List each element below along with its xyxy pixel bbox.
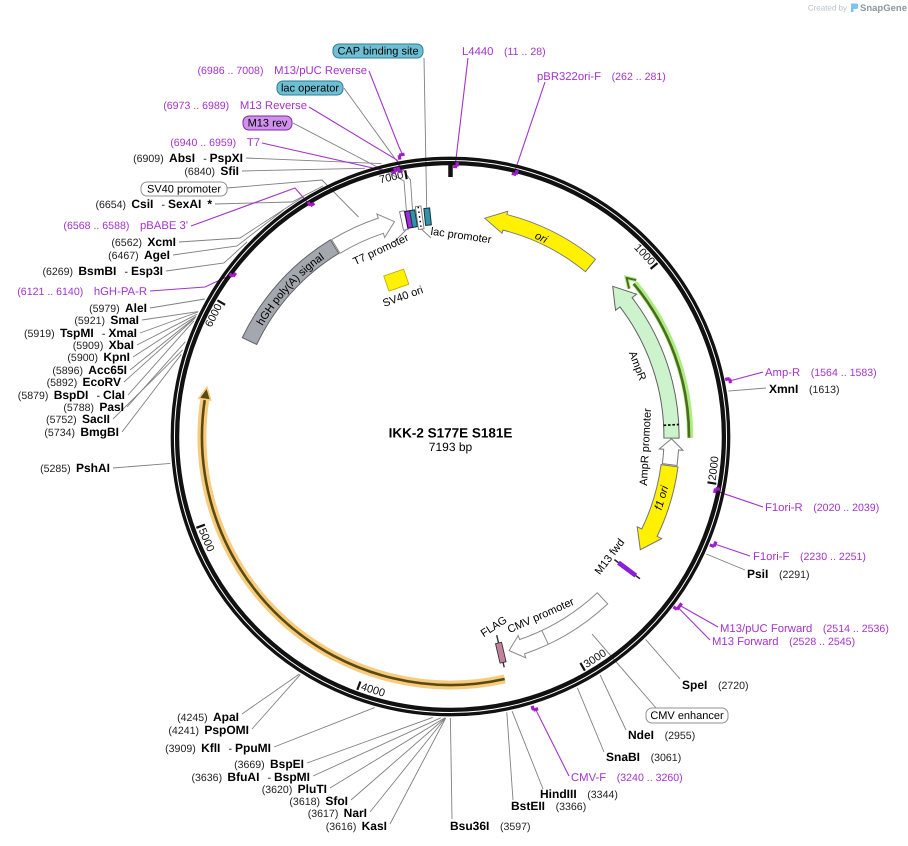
svg-text:Bsu36I (3597): Bsu36I (3597) <box>450 819 531 833</box>
svg-text:(6840) SfiI: (6840) SfiI <box>184 164 239 178</box>
svg-text:(6986 .. 7008) M13/pUC Revers: (6986 .. 7008) M13/pUC Reverse <box>198 65 367 77</box>
svg-text:CMV enhancer: CMV enhancer <box>650 710 724 722</box>
svg-text:7193 bp: 7193 bp <box>429 440 473 454</box>
svg-text:Created by: Created by <box>808 4 847 13</box>
svg-text:(3617) NarI: (3617) NarI <box>308 806 367 820</box>
svg-text:(6654) CsiI - SexAI *: (6654) CsiI - SexAI * <box>95 197 212 211</box>
svg-text:M13 Forward (2528 .. 2545): M13 Forward (2528 .. 2545) <box>712 636 855 648</box>
svg-text:CMV-F (3240 .. 3260): CMV-F (3240 .. 3260) <box>571 772 683 784</box>
svg-text:(3620) PluTI: (3620) PluTI <box>262 782 327 796</box>
svg-text:BstEII (3366): BstEII (3366) <box>511 799 586 813</box>
svg-text:(6269) BsmBI - Esp3I: (6269) BsmBI - Esp3I <box>42 264 163 278</box>
svg-text:SpeI (2720): SpeI (2720) <box>682 678 749 692</box>
svg-text:(6121 .. 6140) hGH-PA-R: (6121 .. 6140) hGH-PA-R <box>17 286 147 298</box>
svg-text:NdeI (2955): NdeI (2955) <box>628 728 695 742</box>
svg-text:Amp-R (1564 .. 1583): Amp-R (1564 .. 1583) <box>765 367 877 379</box>
svg-text:F1ori-F (2230 .. 2251): F1ori-F (2230 .. 2251) <box>753 551 866 563</box>
svg-text:(3909) KflI - PpuMI: (3909) KflI - PpuMI <box>165 741 271 755</box>
svg-text:HindIII (3344): HindIII (3344) <box>540 787 618 801</box>
svg-text:(6568 .. 6588) pBABE 3': (6568 .. 6588) pBABE 3' <box>63 220 188 232</box>
svg-text:(5285) PshAI: (5285) PshAI <box>40 461 110 475</box>
svg-text:(5921) SmaI: (5921) SmaI <box>74 313 139 327</box>
svg-text:L4440 (11 .. 28): L4440 (11 .. 28) <box>462 46 546 58</box>
svg-text:(3636) BfuAI - BspMI: (3636) BfuAI - BspMI <box>191 770 310 784</box>
svg-text:(5892) EcoRV: (5892) EcoRV <box>47 375 121 389</box>
svg-text:CAP binding site: CAP binding site <box>337 46 418 58</box>
svg-text:(6562) XcmI: (6562) XcmI <box>111 235 176 249</box>
svg-text:(6973 .. 6989) M13 Reverse: (6973 .. 6989) M13 Reverse <box>163 100 307 112</box>
svg-text:XmnI (1613): XmnI (1613) <box>769 382 840 396</box>
svg-text:(5752) SacII: (5752) SacII <box>46 412 110 426</box>
svg-text:pBR322ori-F (262 .. 281): pBR322ori-F (262 .. 281) <box>537 71 666 83</box>
svg-text:SnapGene: SnapGene <box>860 3 907 14</box>
svg-text:(3616) KasI: (3616) KasI <box>326 819 387 833</box>
svg-text:(6909) AbsI - PspXI: (6909) AbsI - PspXI <box>133 151 243 165</box>
svg-text:(5734) BmgBI: (5734) BmgBI <box>44 425 119 439</box>
svg-text:M13/pUC Forward (2514 .. 2536): M13/pUC Forward (2514 .. 2536) <box>720 623 889 635</box>
svg-text:(3618) SfoI: (3618) SfoI <box>289 794 348 808</box>
svg-text:SnaBI (3061): SnaBI (3061) <box>606 750 681 764</box>
svg-text:F1ori-R (2020 .. 2039): F1ori-R (2020 .. 2039) <box>765 502 879 514</box>
svg-text:lac operator: lac operator <box>281 83 339 95</box>
svg-text:(4241) PspOMI: (4241) PspOMI <box>168 723 249 737</box>
svg-text:(6940 .. 6959) T7: (6940 .. 6959) T7 <box>170 137 260 149</box>
svg-text:IKK-2 S177E S181E: IKK-2 S177E S181E <box>389 426 513 441</box>
svg-text:PsiI (2291): PsiI (2291) <box>747 567 810 581</box>
svg-text:SV40 promoter: SV40 promoter <box>147 184 221 196</box>
svg-text:(5900) KpnI: (5900) KpnI <box>67 350 130 364</box>
svg-text:M13 rev: M13 rev <box>248 118 288 130</box>
svg-text:(6467) AgeI: (6467) AgeI <box>108 248 170 262</box>
svg-text:(3669) BspEI: (3669) BspEI <box>234 757 304 771</box>
svg-text:(4245) ApaI: (4245) ApaI <box>177 710 239 724</box>
